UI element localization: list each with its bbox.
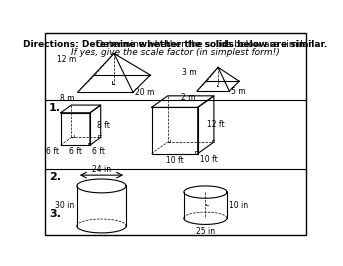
Text: Determine whether the solids below are similar.: Determine whether the solids below are s…: [36, 40, 315, 49]
Text: 12 ft: 12 ft: [208, 120, 225, 129]
Text: 10 ft: 10 ft: [166, 156, 184, 165]
Text: 5 m: 5 m: [231, 86, 246, 95]
Text: 6 ft: 6 ft: [92, 147, 105, 156]
Text: 12 m: 12 m: [57, 55, 76, 64]
Text: 6 ft: 6 ft: [69, 147, 82, 156]
Text: 8 m: 8 m: [60, 94, 74, 103]
Text: 3.: 3.: [49, 209, 61, 219]
Text: 24 in: 24 in: [92, 165, 111, 174]
Text: 25 in: 25 in: [196, 227, 215, 236]
Text: 6 ft: 6 ft: [46, 147, 59, 156]
Text: If yes, give the scale factor (in simplest form!): If yes, give the scale factor (in simple…: [71, 48, 280, 57]
Text: 30 in: 30 in: [55, 201, 74, 210]
Text: 8 ft: 8 ft: [97, 120, 110, 130]
Text: Directions: Determine whether the solids below are similar.: Directions: Determine whether the solids…: [23, 40, 328, 49]
Text: 2 m: 2 m: [181, 93, 196, 102]
Text: 20 m: 20 m: [134, 88, 154, 97]
Text: 10 in: 10 in: [229, 201, 248, 210]
Text: 3 m: 3 m: [181, 68, 196, 77]
Text: 1.: 1.: [49, 103, 61, 113]
Text: 10 ft: 10 ft: [200, 155, 218, 164]
Text: 2.: 2.: [49, 172, 61, 182]
